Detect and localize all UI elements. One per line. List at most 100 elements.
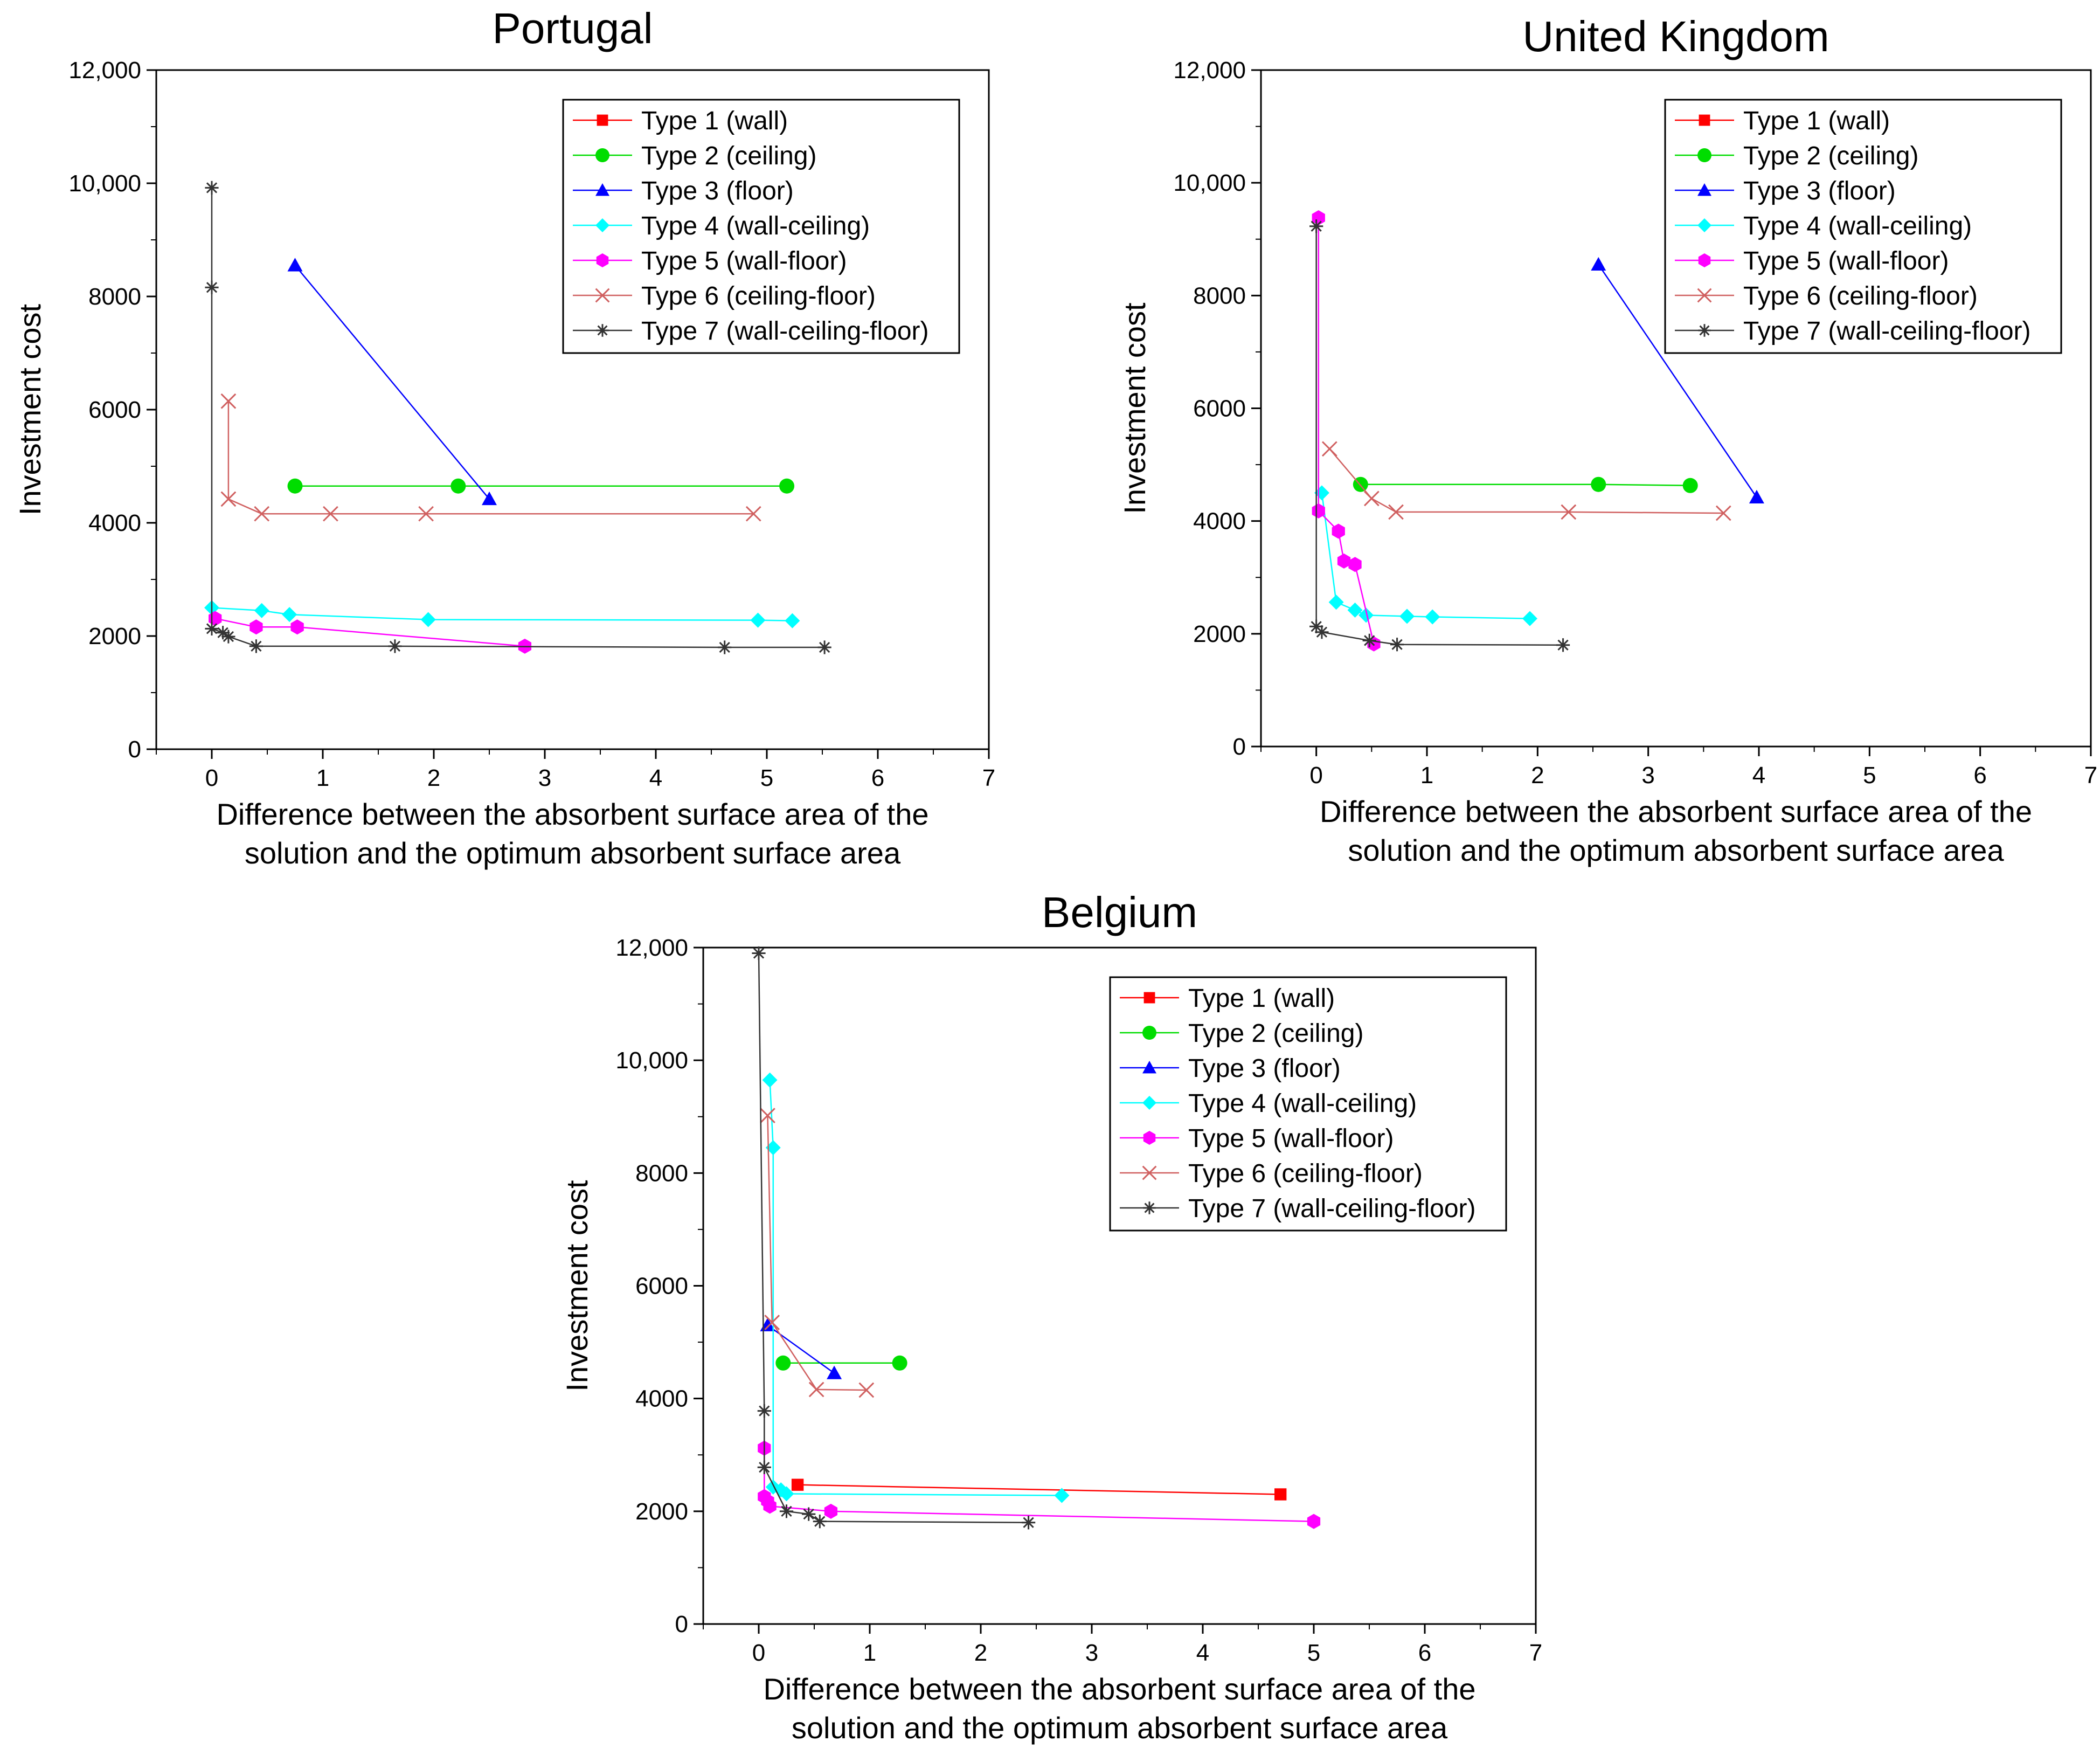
x-tick-label: 4 bbox=[649, 765, 662, 791]
legend-marker bbox=[1142, 1165, 1157, 1180]
legend-label: Type 7 (wall-ceiling-floor) bbox=[1188, 1194, 1476, 1223]
data-point bbox=[287, 478, 303, 494]
legend-marker bbox=[596, 253, 609, 267]
legend-label: Type 2 (ceiling) bbox=[1188, 1019, 1363, 1048]
legend-marker bbox=[1698, 253, 1711, 267]
data-point bbox=[760, 1108, 775, 1124]
legend-label: Type 5 (wall-floor) bbox=[641, 247, 847, 275]
data-point bbox=[1312, 210, 1325, 226]
data-point bbox=[220, 491, 237, 507]
chart-panel-united-kingdom: United Kingdom 0 1 2 3 4 5 6 7 0 2000 4000 6000 8000 1… bbox=[1118, 12, 2097, 867]
x-tick-label: 7 bbox=[2084, 762, 2097, 789]
data-point bbox=[1054, 1488, 1070, 1503]
legend-label: Type 5 (wall-floor) bbox=[1743, 247, 1949, 275]
series-5 bbox=[758, 1440, 1321, 1529]
data-point bbox=[249, 619, 263, 635]
series-2 bbox=[287, 478, 795, 494]
x-tick-label: 7 bbox=[982, 765, 995, 791]
legend-marker bbox=[597, 114, 608, 126]
x-tick-label: 5 bbox=[1307, 1640, 1320, 1666]
data-point bbox=[813, 1515, 827, 1529]
legend-marker bbox=[1698, 324, 1711, 337]
series-6 bbox=[760, 1108, 875, 1398]
y-axis-label: Investment cost bbox=[560, 1180, 594, 1392]
data-point bbox=[808, 1381, 824, 1398]
data-point bbox=[763, 1498, 777, 1514]
series-line bbox=[1318, 218, 1375, 644]
legend-item: Type 3 (floor) bbox=[573, 177, 794, 205]
data-point bbox=[216, 626, 230, 640]
x-tick-label: 6 bbox=[1973, 762, 1986, 789]
data-point bbox=[1332, 523, 1345, 539]
data-point bbox=[1274, 1488, 1287, 1501]
x-tick-label: 6 bbox=[871, 765, 884, 791]
legend-box bbox=[1664, 99, 2062, 354]
legend-item: Type 4 (wall-ceiling) bbox=[1675, 212, 1972, 240]
legend-marker bbox=[1142, 1026, 1156, 1040]
series-2 bbox=[1353, 476, 1698, 493]
data-point bbox=[1315, 625, 1329, 639]
data-point bbox=[824, 1503, 838, 1519]
x-tick-label: 6 bbox=[1418, 1640, 1431, 1666]
legend-marker bbox=[1697, 218, 1711, 232]
y-tick-label: 0 bbox=[128, 736, 141, 763]
series-7 bbox=[205, 181, 831, 654]
x-tick-label: 5 bbox=[1863, 762, 1876, 789]
x-tick-label: 3 bbox=[1641, 762, 1654, 789]
legend-label: Type 7 (wall-ceiling-floor) bbox=[1743, 317, 2031, 346]
data-point bbox=[1359, 607, 1374, 623]
data-point bbox=[718, 640, 732, 654]
data-point bbox=[1337, 553, 1351, 569]
y-tick-label: 6000 bbox=[635, 1273, 688, 1300]
data-point bbox=[254, 603, 269, 618]
series-4 bbox=[762, 1072, 1070, 1503]
data-point bbox=[1591, 476, 1606, 492]
legend: Type 1 (wall) Type 2 (ceiling) Type 3 (flo… bbox=[1109, 976, 1507, 1232]
data-point bbox=[765, 1140, 781, 1156]
legend-label: Type 4 (wall-ceiling) bbox=[641, 212, 870, 240]
data-point bbox=[1321, 441, 1337, 457]
data-point bbox=[1591, 257, 1606, 271]
data-point bbox=[1749, 489, 1764, 503]
legend-item: Type 1 (wall) bbox=[1675, 107, 1890, 135]
x-axis-label: solution and the optimum absorbent surfa… bbox=[792, 1711, 1448, 1745]
y-tick-label: 10,000 bbox=[68, 170, 141, 197]
data-point bbox=[451, 478, 466, 494]
series-3 bbox=[287, 258, 497, 506]
series-7 bbox=[752, 946, 1036, 1530]
x-axis-label: solution and the optimum absorbent surfa… bbox=[1348, 833, 2004, 867]
data-point bbox=[1425, 609, 1440, 625]
data-point bbox=[205, 181, 219, 195]
legend-box bbox=[1109, 976, 1507, 1232]
legend-marker bbox=[1143, 1201, 1156, 1214]
y-tick-label: 10,000 bbox=[615, 1047, 688, 1074]
legend-item: Type 2 (ceiling) bbox=[1675, 142, 1918, 170]
series-line bbox=[764, 1448, 1314, 1522]
series-5 bbox=[1312, 210, 1381, 652]
y-axis-label: Investment cost bbox=[1118, 302, 1152, 514]
legend-item: Type 5 (wall-floor) bbox=[573, 247, 847, 275]
x-tick-label: 0 bbox=[752, 1640, 765, 1666]
legend-label: Type 6 (ceiling-floor) bbox=[641, 282, 876, 310]
series-line bbox=[211, 607, 793, 621]
legend-label: Type 6 (ceiling-floor) bbox=[1743, 282, 1978, 310]
y-tick-label: 10,000 bbox=[1173, 170, 1246, 196]
legend-item: Type 1 (wall) bbox=[573, 107, 788, 135]
chart-title: Belgium bbox=[1042, 888, 1197, 936]
legend-item: Type 5 (wall-floor) bbox=[1675, 247, 1949, 275]
x-axis-label: Difference between the absorbent surface… bbox=[216, 797, 928, 831]
x-axis-label: Difference between the absorbent surface… bbox=[763, 1672, 1475, 1706]
legend-label: Type 3 (floor) bbox=[1743, 177, 1896, 205]
series-3 bbox=[760, 1317, 842, 1379]
y-tick-label: 12,000 bbox=[615, 935, 688, 961]
legend-label: Type 1 (wall) bbox=[641, 107, 788, 135]
legend-item: Type 2 (ceiling) bbox=[573, 142, 816, 170]
legend-box bbox=[562, 99, 960, 354]
data-point bbox=[858, 1382, 875, 1398]
series-line bbox=[1360, 483, 1690, 487]
legend-item: Type 4 (wall-ceiling) bbox=[1120, 1089, 1417, 1118]
y-tick-label: 6000 bbox=[88, 397, 141, 423]
series-3 bbox=[1591, 257, 1764, 503]
data-point bbox=[802, 1507, 816, 1521]
y-tick-label: 2000 bbox=[1193, 621, 1246, 647]
